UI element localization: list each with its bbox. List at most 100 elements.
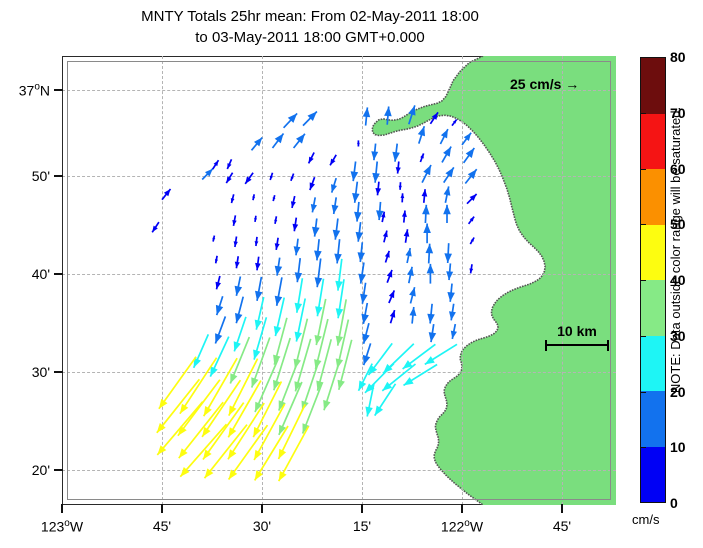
x-axis-tick-label: 45' xyxy=(553,518,571,534)
vector-arrowhead xyxy=(235,313,243,324)
vector-shaft xyxy=(228,358,259,416)
current-vector xyxy=(293,318,309,370)
vector-arrowhead xyxy=(226,176,232,184)
vector-shaft xyxy=(227,402,265,460)
current-vector xyxy=(335,258,343,291)
vector-arrowhead xyxy=(314,277,323,288)
vector-arrowhead xyxy=(274,243,280,250)
vector-shaft xyxy=(202,402,245,460)
colorbar-tick-mark xyxy=(641,447,646,449)
title-line-1: MNTY Totals 25hr mean: From 02-May-2011 … xyxy=(141,8,479,25)
vector-arrowhead xyxy=(255,262,261,271)
current-vector xyxy=(357,242,365,263)
y-axis-tick-label: 50' xyxy=(0,168,50,184)
vector-arrowhead xyxy=(469,268,474,274)
current-vector xyxy=(228,358,259,416)
colorbar-note: NOTE: Data outside color range will be s… xyxy=(668,106,683,394)
current-vector xyxy=(302,110,318,127)
current-vector xyxy=(335,279,345,319)
vector-arrowhead xyxy=(205,168,213,177)
tick-label-text: 45' xyxy=(152,518,172,534)
current-vector xyxy=(427,303,435,324)
current-vector xyxy=(335,299,348,346)
current-vector xyxy=(409,306,417,324)
vector-arrowhead xyxy=(255,401,263,412)
current-vector xyxy=(254,236,259,247)
current-vector xyxy=(235,296,245,324)
vector-arrowhead xyxy=(228,449,237,460)
vector-arrowhead xyxy=(423,223,431,233)
current-vector xyxy=(232,215,237,227)
colorbar[interactable] xyxy=(640,57,666,503)
tick-label-text: 45' xyxy=(552,518,572,534)
current-vector xyxy=(215,275,221,290)
x-axis-tick-label: 122oW xyxy=(441,518,483,535)
current-vector xyxy=(469,264,474,274)
vector-shaft xyxy=(203,424,248,479)
y-axis-tick-mark xyxy=(54,371,63,374)
map-plot-area[interactable]: 25 cm/s → 10 km xyxy=(62,56,616,505)
current-vector xyxy=(292,217,299,232)
vector-arrowhead xyxy=(308,156,314,164)
current-vector xyxy=(384,106,392,125)
chart-title: MNTY Totals 25hr mean: From 02-May-2011 … xyxy=(0,6,620,48)
vector-arrowhead xyxy=(302,423,310,434)
vector-arrowhead xyxy=(294,381,302,392)
vector-arrowhead xyxy=(278,448,287,459)
current-vector xyxy=(350,161,359,182)
vector-arrowhead xyxy=(152,225,158,233)
vector-shaft xyxy=(253,425,289,481)
current-vector xyxy=(398,182,402,190)
vector-shaft xyxy=(227,380,262,438)
degree-symbol: o xyxy=(464,518,470,529)
current-vector xyxy=(151,221,160,233)
current-vector xyxy=(429,111,439,125)
current-vector xyxy=(402,343,436,370)
vector-arrowhead xyxy=(403,229,410,237)
current-vector xyxy=(252,381,283,438)
current-vector xyxy=(254,215,257,223)
vector-arrowhead xyxy=(376,210,384,221)
current-vector xyxy=(371,143,379,161)
current-vector xyxy=(425,243,434,264)
vector-arrowhead xyxy=(287,113,298,123)
vector-arrowhead xyxy=(382,230,388,238)
tick-label-text: 30' xyxy=(31,364,50,381)
x-axis-tick-label: 123oW xyxy=(41,518,83,535)
current-vector xyxy=(277,404,306,460)
colorbar-band xyxy=(641,58,665,114)
current-vector xyxy=(381,363,417,392)
vector-shaft xyxy=(277,425,310,482)
vector-arrowhead xyxy=(331,204,339,214)
vector-arrowhead xyxy=(274,219,278,224)
current-vector xyxy=(277,425,310,482)
y-axis-tick-label: 20' xyxy=(0,462,50,478)
x-axis-tick-mark xyxy=(460,504,463,513)
vector-arrowhead xyxy=(215,333,223,344)
vector-arrowhead xyxy=(401,210,407,217)
vector-arrowhead xyxy=(307,111,317,121)
colorbar-band xyxy=(641,113,665,169)
vector-shaft xyxy=(156,401,204,456)
vector-arrowhead xyxy=(274,133,284,144)
vector-arrowhead xyxy=(278,424,287,435)
vector-arrowhead xyxy=(389,310,396,318)
current-vector xyxy=(253,425,289,481)
tick-label-text: 123 xyxy=(40,518,65,535)
vector-arrowhead xyxy=(278,400,286,411)
current-vector xyxy=(365,383,375,417)
current-vector xyxy=(215,295,224,316)
vector-arrowhead xyxy=(465,148,475,158)
vector-arrowhead xyxy=(310,204,317,213)
vector-shaft xyxy=(277,404,306,460)
vector-arrowhead xyxy=(309,182,315,191)
current-vector xyxy=(310,197,317,213)
current-vector xyxy=(211,159,220,170)
degree-symbol: o xyxy=(34,81,40,93)
vector-arrowhead xyxy=(422,204,430,215)
vector-arrowhead xyxy=(365,406,373,417)
vector-arrowhead xyxy=(335,280,343,291)
colorbar-tick-mark xyxy=(641,391,646,393)
vector-arrowhead xyxy=(230,198,235,204)
current-vector xyxy=(254,358,279,413)
